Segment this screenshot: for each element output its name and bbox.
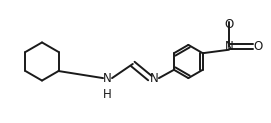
Text: N: N <box>150 72 158 85</box>
Text: O: O <box>224 18 234 31</box>
Text: N: N <box>225 40 233 53</box>
Text: H: H <box>103 88 111 101</box>
Text: N: N <box>103 72 111 85</box>
Text: O: O <box>253 40 262 53</box>
